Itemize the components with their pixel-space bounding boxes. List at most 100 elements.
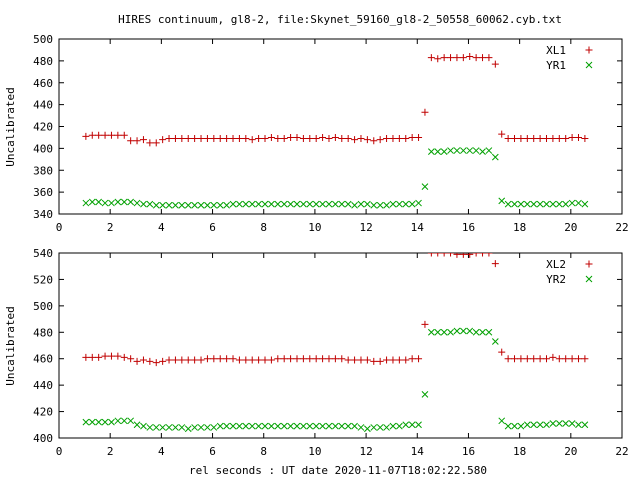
yr2-point [370,424,378,431]
y-tick-label: 420 [33,121,53,134]
yr2-point [440,328,448,336]
xl1-point [376,136,384,144]
xl1-point [127,137,135,145]
yr2-point [197,424,205,431]
xl2-point [363,356,371,364]
yr2-point [485,328,493,336]
xl2-point [325,355,333,363]
yr1-point [459,147,467,154]
xl2-point [229,355,237,363]
x-tick-label: 0 [56,445,63,458]
xl2-point [146,357,154,365]
legend-marker-xl2 [585,260,593,268]
xl2-point [248,356,256,364]
y-tick-label: 460 [33,353,53,366]
yr2-point [427,328,435,336]
yr2-point [88,418,96,426]
xl1-point [485,54,493,62]
xl2-point [299,355,307,363]
x-tick-label: 22 [615,445,628,458]
x-tick-label: 12 [359,221,372,234]
xl2-point [408,355,416,363]
xl1-point [549,135,557,143]
yr2-point [146,424,154,431]
yr1-point [562,200,570,208]
yr2-point [210,424,218,431]
xl1-point [338,135,346,143]
legend-marker-xl1 [585,46,593,54]
xl2-point [491,260,499,268]
xl1-point [434,55,442,63]
xl1-point [351,136,359,144]
xl2-point [107,352,115,360]
xl1-point [242,135,250,143]
yr2-point [408,421,416,429]
y-tick-label: 440 [33,99,53,112]
xl2-point [152,359,160,367]
xl1-point [267,133,275,141]
yr1-point [133,199,141,207]
yr2-point [555,420,563,427]
xl2-point [191,356,199,364]
yr1-point [223,201,230,209]
yr2-point [581,421,589,429]
xl2-point [485,253,493,257]
xl1-point [408,133,416,141]
xl1-point [171,135,179,143]
yr2-point [434,328,442,336]
chart-title: HIRES continuum, gl8-2, file:Skynet_5916… [118,13,562,26]
x-tick-label: 18 [513,221,526,234]
xl1-point [191,135,199,143]
xl1-point [415,133,423,141]
xl2-point [338,355,346,363]
xl2-point [549,353,557,361]
xl2-point [389,356,397,364]
xl2-point [555,355,563,363]
y-tick-label: 500 [33,33,53,46]
xl2-point [171,356,179,364]
xl2-point [517,355,525,363]
yr1-point [543,200,550,208]
yr2-point [133,421,141,429]
xl2-point [421,320,429,328]
yr2-point [229,422,237,430]
yr2-point [191,424,198,431]
xl2-point [261,356,269,364]
yr1-point [364,200,371,208]
yr1-point [491,153,499,161]
y-tick-label: 540 [33,247,53,260]
yr1-point [325,200,333,208]
xl1-point [235,135,243,143]
xl2-point [415,355,423,363]
xl2-point [498,348,506,356]
yr2-point [325,422,333,430]
x-tick-label: 8 [260,221,267,234]
yr1-point [351,201,358,209]
yr2-point [165,424,173,431]
yr2-point [319,422,326,430]
xl1-point [146,139,154,147]
yr1-point [568,199,576,207]
yr2-point [280,422,288,430]
yr1-point [210,201,218,209]
bottom-panel: 0 2 4 6 8 10 12 14 16 18 20 22 400 420 440 460 480 500 520… [4,247,629,458]
xl1-point [523,135,531,143]
xl2-point [581,355,589,363]
xl1-point [133,137,141,145]
yr1-point [178,201,186,209]
yr2-point [120,417,128,425]
yr2-point [338,422,346,430]
yr2-point [268,422,275,430]
markers [82,253,589,433]
xl1-point [325,135,333,143]
yr2-point [364,425,371,433]
xl1-point [331,133,339,141]
yr1-point [127,198,135,206]
x-tick-label: 22 [615,221,628,234]
xl2-point [267,356,275,364]
xl1-point [383,135,391,143]
yr1-point [293,200,301,208]
yr1-point [523,200,531,208]
xl1-point [427,54,435,62]
yr2-point [95,418,103,426]
